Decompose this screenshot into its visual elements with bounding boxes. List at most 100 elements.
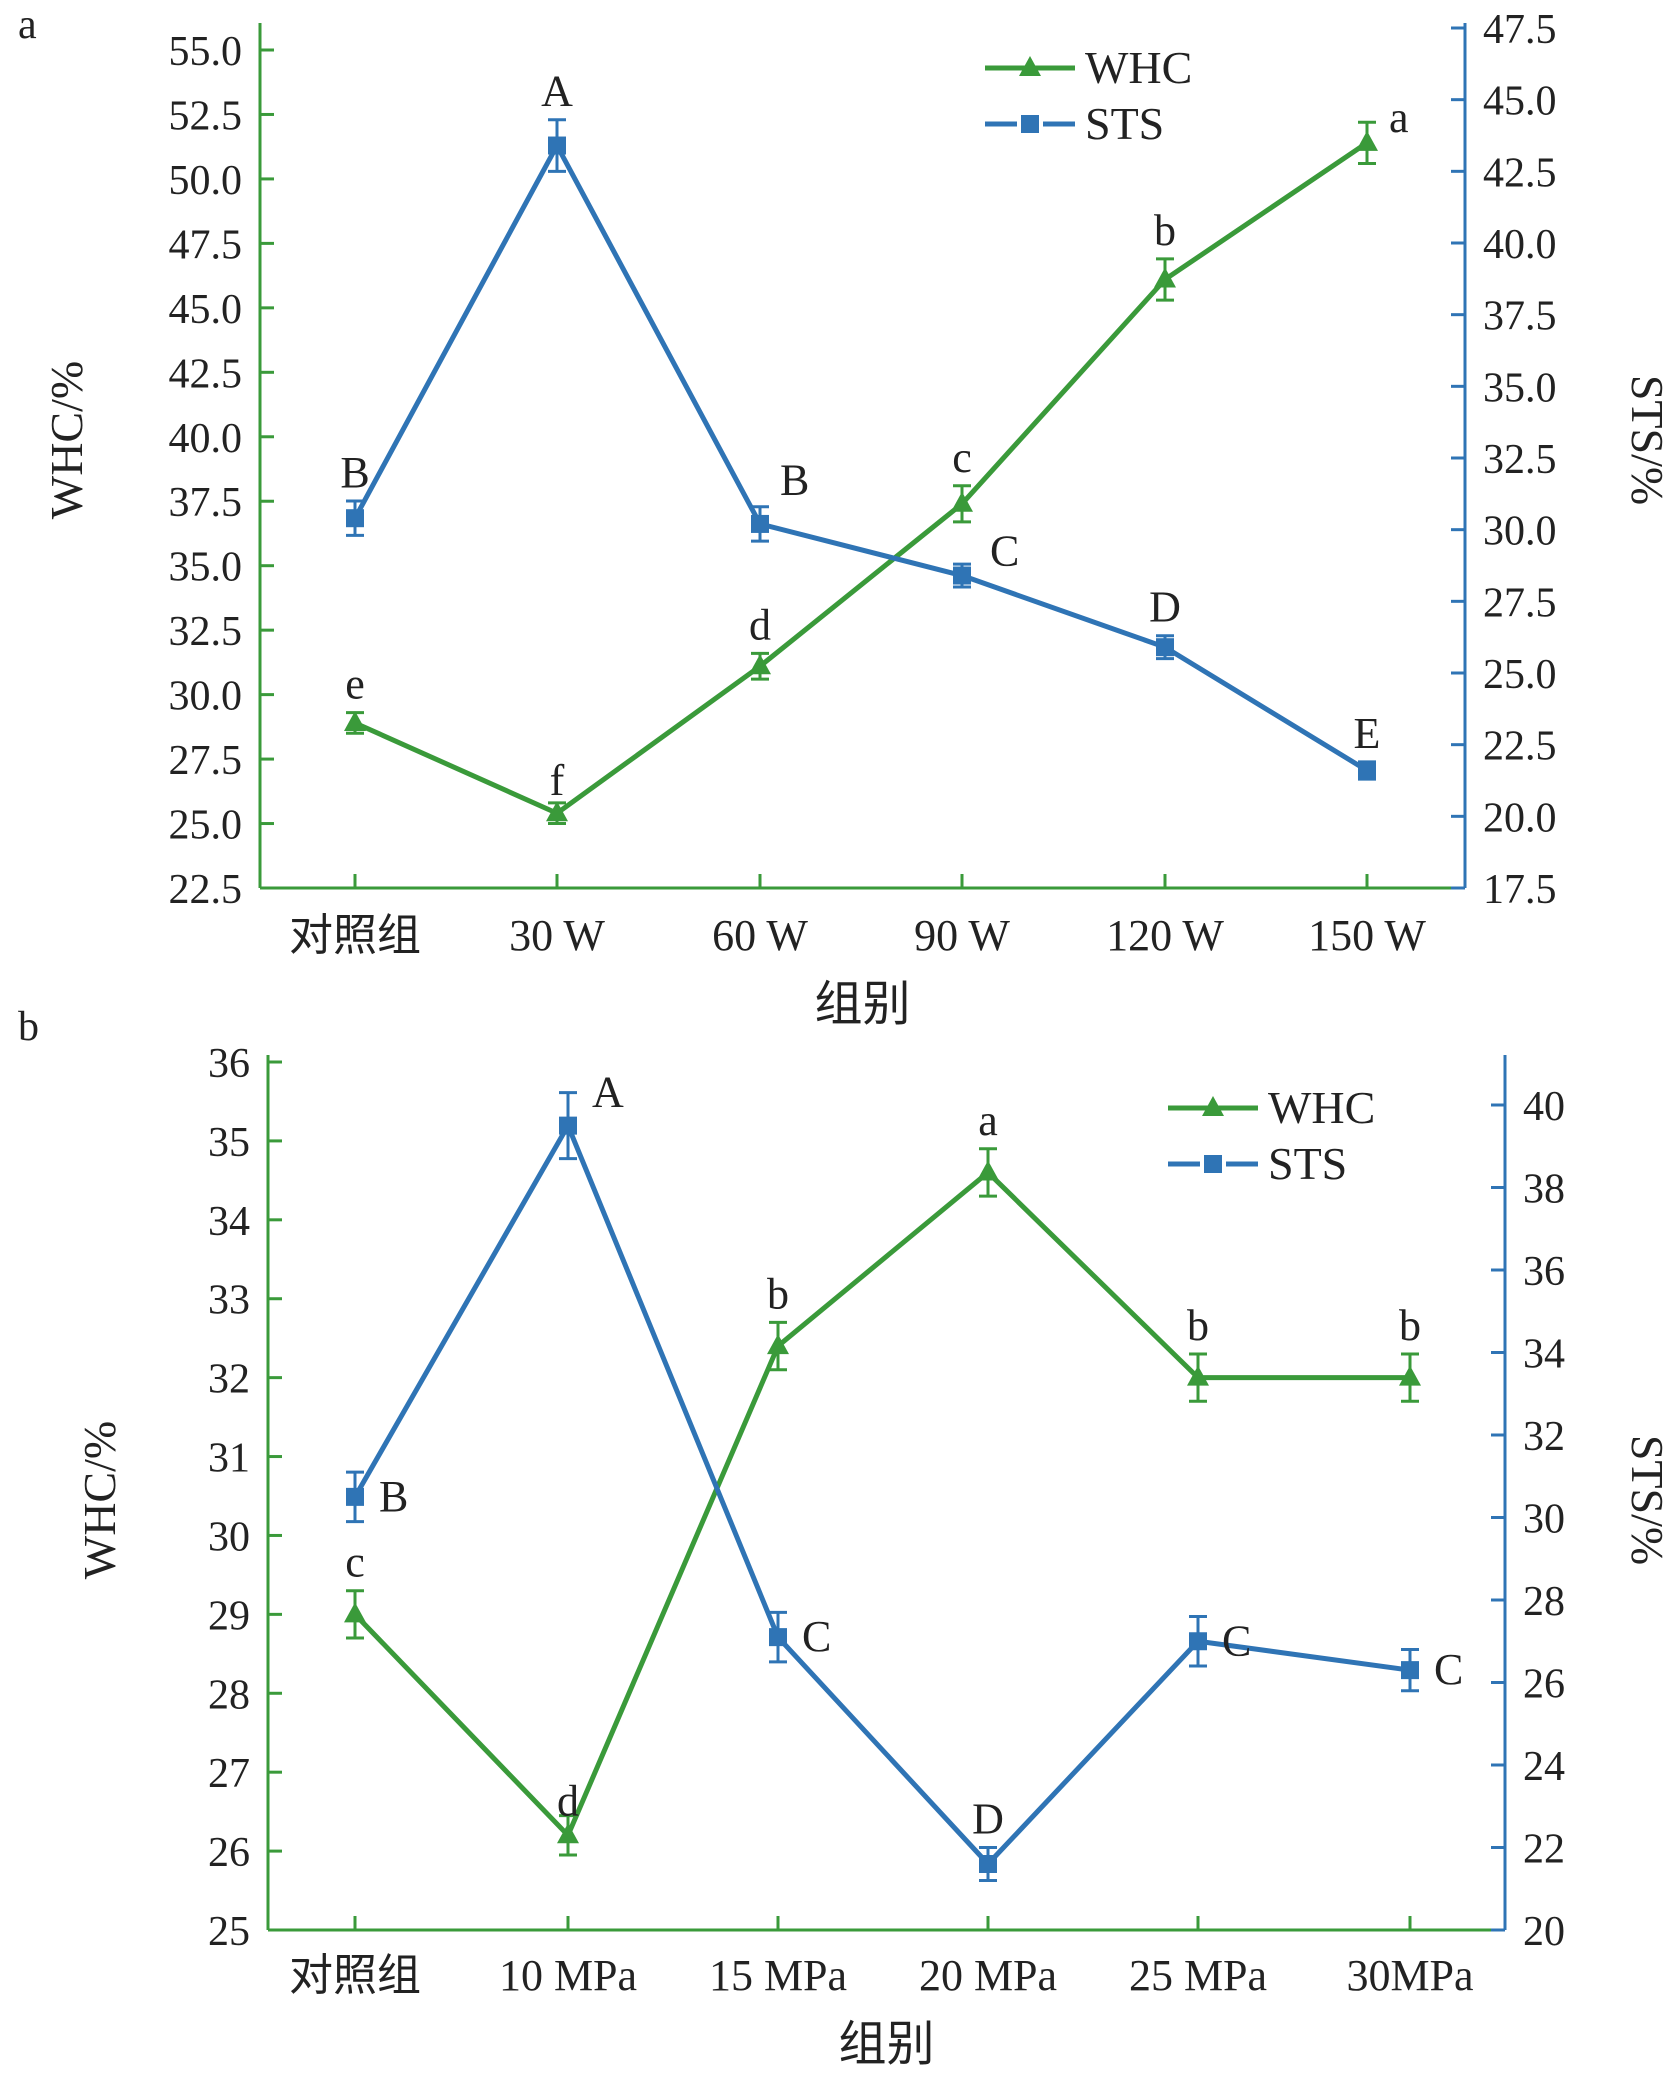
- significance-label: f: [550, 756, 565, 805]
- right-tick-label: 35.0: [1483, 365, 1557, 411]
- data-point-whc: [1399, 1365, 1421, 1386]
- x-tick-label: 对照组: [289, 911, 421, 960]
- series-line-sts: [352, 1123, 1411, 1867]
- data-point-sts: [346, 1487, 364, 1506]
- right-tick-label: 22: [1523, 1827, 1565, 1873]
- left-tick-label: 32.5: [169, 609, 243, 655]
- right-tick-label: 30: [1523, 1497, 1565, 1543]
- right-tick-label: 22.5: [1483, 724, 1557, 770]
- x-axis-title: 组别: [814, 978, 910, 1031]
- left-tick-label: 32: [208, 1357, 250, 1403]
- x-tick-label: 30 W: [509, 911, 605, 960]
- right-tick-label: 37.5: [1483, 294, 1557, 340]
- series-line-whc: [353, 140, 1369, 816]
- legend-label: STS: [1268, 1138, 1347, 1189]
- data-point-sts: [1156, 638, 1174, 657]
- left-tick-label: 28: [208, 1672, 250, 1718]
- significance-label: c: [952, 433, 972, 482]
- legend-label: WHC: [1268, 1082, 1375, 1133]
- panel-label: b: [18, 1004, 39, 1050]
- left-tick-label: 52.5: [169, 93, 243, 139]
- x-tick-label: 120 W: [1106, 911, 1224, 960]
- significance-label: A: [592, 1068, 624, 1117]
- data-point-whc: [977, 1160, 999, 1181]
- data-point-whc: [1154, 267, 1176, 288]
- right-tick-label: 34: [1523, 1332, 1565, 1378]
- data-point-sts: [346, 509, 364, 528]
- panel-a: a 22.5 25.0 27.5 30.0 32.5 35.0 37.5 40.0 42.5 45.…: [18, 2, 1666, 1031]
- right-axis-title: STS/%: [1622, 1435, 1666, 1565]
- left-tick-label: 33: [208, 1278, 250, 1324]
- left-tick-label: 40.0: [169, 416, 243, 462]
- left-axis-title: WHC/%: [41, 361, 92, 519]
- significance-label: A: [541, 67, 573, 116]
- right-tick-label: 25.0: [1483, 652, 1557, 698]
- data-point-sts: [1189, 1632, 1207, 1651]
- x-tick-label: 60 W: [712, 911, 808, 960]
- right-tick-label: 45.0: [1483, 79, 1557, 125]
- data-point-whc: [344, 710, 366, 731]
- significance-label: b: [1154, 206, 1176, 255]
- significance-label: a: [978, 1096, 998, 1145]
- data-point-sts: [1401, 1661, 1419, 1680]
- right-tick-label: 32.5: [1483, 437, 1557, 483]
- right-tick-label: 28: [1523, 1579, 1565, 1625]
- significance-label: E: [1354, 709, 1381, 758]
- data-point-whc: [749, 654, 771, 675]
- left-tick-label: 35.0: [169, 545, 243, 591]
- series-line-whc: [353, 1169, 1410, 1838]
- left-tick-label: 22.5: [169, 867, 243, 913]
- data-point-whc: [344, 1602, 366, 1623]
- x-tick-label: 10 MPa: [499, 1951, 637, 2000]
- significance-label: D: [972, 1795, 1004, 1844]
- left-tick-label: 25: [208, 1909, 250, 1955]
- x-tick-label: 90 W: [914, 911, 1010, 960]
- data-point-sts: [1358, 761, 1376, 780]
- right-tick-label: 30.0: [1483, 509, 1557, 555]
- panel-b: b 25 26 27 28 29 30 31 32 33 34 35 36 20 22 24 26 28 30 32 3…: [18, 1004, 1666, 2071]
- significance-label: B: [379, 1472, 408, 1521]
- left-tick-label: 42.5: [169, 351, 243, 397]
- left-tick-label: 25.0: [169, 803, 243, 849]
- data-point-whc: [1356, 130, 1378, 151]
- x-tick-label: 20 MPa: [919, 1951, 1057, 2000]
- significance-label: C: [1434, 1645, 1463, 1694]
- right-tick-label: 36: [1523, 1249, 1565, 1295]
- data-point-sts: [559, 1116, 577, 1135]
- significance-label: C: [802, 1612, 831, 1661]
- x-tick-label: 对照组: [289, 1951, 421, 2000]
- significance-label: b: [767, 1269, 789, 1318]
- data-point-whc: [767, 1334, 789, 1355]
- significance-label: d: [557, 1776, 579, 1825]
- right-tick-label: 26: [1523, 1662, 1565, 1708]
- left-axis-title: WHC/%: [74, 1421, 125, 1579]
- significance-label: B: [340, 448, 369, 497]
- left-tick-label: 30.0: [169, 674, 243, 720]
- right-tick-label: 47.5: [1483, 7, 1557, 53]
- right-tick-label: 42.5: [1483, 150, 1557, 196]
- data-point-whc: [1187, 1365, 1209, 1386]
- left-tick-label: 47.5: [169, 222, 243, 268]
- panel-label: a: [18, 2, 37, 48]
- significance-label: b: [1187, 1301, 1209, 1350]
- data-point-sts: [548, 136, 566, 155]
- right-tick-label: 20: [1523, 1909, 1565, 1955]
- legend-label: WHC: [1085, 42, 1192, 93]
- significance-label: C: [990, 527, 1019, 576]
- significance-label: c: [345, 1538, 365, 1587]
- significance-label: d: [749, 600, 771, 649]
- left-tick-label: 29: [208, 1593, 250, 1639]
- left-tick-label: 35: [208, 1120, 250, 1166]
- right-tick-label: 32: [1523, 1414, 1565, 1460]
- data-point-sts: [953, 566, 971, 585]
- significance-label: C: [1222, 1616, 1251, 1665]
- right-tick-label: 40.0: [1483, 222, 1557, 268]
- legend-label: STS: [1085, 98, 1164, 149]
- significance-label: D: [1149, 583, 1181, 632]
- legend-item-sts: STS: [1168, 1138, 1347, 1189]
- data-point-sts: [751, 514, 769, 533]
- x-tick-label: 150 W: [1308, 911, 1426, 960]
- data-point-whc: [546, 801, 568, 822]
- right-tick-label: 40: [1523, 1084, 1565, 1130]
- left-tick-label: 30: [208, 1514, 250, 1560]
